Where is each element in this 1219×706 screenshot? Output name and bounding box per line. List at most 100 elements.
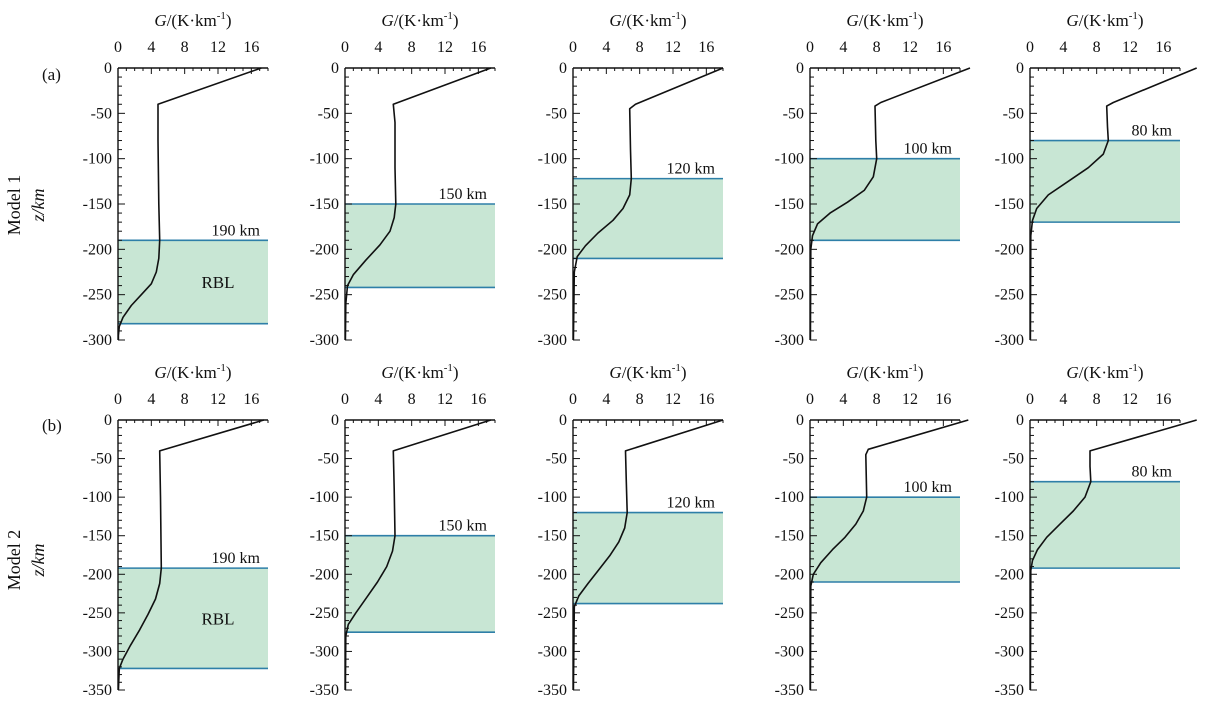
- x-axis-title-r1c4: G/(K·km-1): [846, 10, 923, 30]
- x-tick-label-r2c5: 12: [1122, 391, 1138, 408]
- gradient-curve-r2c3: [572, 419, 724, 691]
- y-tick-label-r1c1: -300: [83, 332, 112, 349]
- x-tick-label-r1c4: 8: [873, 39, 881, 56]
- y-tick-label-r2c3: -250: [538, 605, 567, 622]
- model-2-label: Model 2: [4, 530, 24, 591]
- axis-title-superscript: -1: [1129, 10, 1138, 22]
- y-tick-label-r2c4: -250: [775, 605, 804, 622]
- y-tick-label-r2c4: -350: [775, 682, 804, 699]
- axis-title-variable: G: [1066, 363, 1078, 382]
- rbl-label-r1c1: RBL: [201, 273, 234, 292]
- gradient-curve-r2c5: [1029, 419, 1197, 691]
- side-label-model-2: Model 2: [4, 530, 24, 591]
- y-tick-label-r1c2: -200: [310, 241, 339, 258]
- x-axis-title-r2c2: G/(K·km-1): [381, 362, 458, 382]
- axis-title-unit: /(K·km: [167, 11, 217, 30]
- axis-title-close: ): [453, 363, 459, 382]
- x-axis-title-r2c5: G/(K·km-1): [1066, 362, 1143, 382]
- y-tick-label-r1c4: -50: [783, 105, 804, 122]
- x-tick-label-r2c2: 16: [470, 391, 486, 408]
- x-tick-label-r1c5: 12: [1122, 39, 1138, 56]
- axis-title-variable: G: [1066, 11, 1078, 30]
- axis-title-superscript: -1: [672, 10, 681, 22]
- axes-layer: [117, 67, 1181, 691]
- axis-title-unit: /(K·km: [859, 363, 909, 382]
- y-tick-label-r1c5: -150: [995, 196, 1024, 213]
- axis-title-superscript: -1: [909, 10, 918, 22]
- y-tick-label-r2c1: -300: [83, 643, 112, 660]
- axis-title-variable: G: [609, 11, 621, 30]
- rbl-thickness-label-r1c2: 150 km: [439, 186, 488, 203]
- x-tick-label-r2c1: 12: [210, 391, 226, 408]
- x-tick-label-r2c4: 12: [902, 391, 918, 408]
- rbl-thickness-label-r1c5: 80 km: [1132, 123, 1173, 140]
- y-tick-label-r1c2: -300: [310, 332, 339, 349]
- y-tick-label-r1c5: -300: [995, 332, 1024, 349]
- x-axis-title-r2c4: G/(K·km-1): [846, 362, 923, 382]
- axis-title-variable: G: [846, 363, 858, 382]
- y-tick-label-r2c5: -250: [995, 605, 1024, 622]
- rbl-band-r1c2: [345, 204, 495, 288]
- model-1-label: Model 1: [4, 175, 24, 236]
- x-tick-label-r1c2: 12: [437, 39, 453, 56]
- x-tick-label-r1c1: 8: [181, 39, 189, 56]
- x-tick-label-r1c4: 12: [902, 39, 918, 56]
- y-tick-label-r2c3: -150: [538, 528, 567, 545]
- x-axis-title-r1c1: G/(K·km-1): [154, 10, 231, 30]
- x-tick-label-r1c3: 8: [636, 39, 644, 56]
- rbl-band-r1c4: [810, 158, 960, 241]
- rbl-thickness-label-r2c1: 190 km: [212, 550, 261, 567]
- y-tick-label-r1c2: -50: [318, 105, 339, 122]
- y-tick-label-r1c5: -50: [1003, 105, 1024, 122]
- y-tick-label-r1c1: -150: [83, 196, 112, 213]
- axis-title-variable: G: [381, 363, 393, 382]
- x-tick-label-r1c1: 16: [243, 39, 259, 56]
- y-tick-label-r1c4: 0: [796, 60, 804, 77]
- z-axis-label-row-1: z/km: [28, 189, 48, 223]
- x-tick-label-r1c1: 4: [147, 39, 155, 56]
- y-tick-label-r2c5: -50: [1003, 451, 1024, 468]
- x-tick-label-r2c4: 16: [935, 391, 951, 408]
- x-tick-label-r1c2: 0: [341, 39, 349, 56]
- y-tick-label-r2c1: -350: [83, 682, 112, 699]
- y-tick-label-r1c2: 0: [331, 60, 339, 77]
- x-axis-title-r1c2: G/(K·km-1): [381, 10, 458, 30]
- rbl-thickness-label-r2c2: 150 km: [439, 518, 488, 535]
- x-tick-label-r2c3: 4: [602, 391, 610, 408]
- y-tick-label-r1c2: -250: [310, 287, 339, 304]
- x-tick-label-r1c5: 4: [1059, 39, 1067, 56]
- x-tick-label-r1c4: 0: [806, 39, 814, 56]
- x-tick-label-r1c5: 16: [1155, 39, 1171, 56]
- row-tag-a: (a): [42, 65, 61, 84]
- x-tick-label-r2c4: 4: [839, 391, 847, 408]
- x-tick-label-r2c1: 8: [181, 391, 189, 408]
- x-tick-label-r2c5: 4: [1059, 391, 1067, 408]
- gradient-curve-r1c4: [809, 67, 971, 341]
- axis-title-variable: G: [381, 11, 393, 30]
- side-label-z-2: z/km: [28, 544, 48, 578]
- axis-title-superscript: -1: [909, 362, 918, 374]
- y-tick-label-r2c2: -200: [310, 566, 339, 583]
- x-tick-label-r2c1: 4: [147, 391, 155, 408]
- y-tick-label-r1c5: -200: [995, 241, 1024, 258]
- y-tick-label-r1c2: -150: [310, 196, 339, 213]
- y-tick-label-r2c4: -300: [775, 643, 804, 660]
- y-tick-label-r2c2: 0: [331, 412, 339, 429]
- rbl-band-r1c5: [1030, 140, 1180, 223]
- axis-title-superscript: -1: [444, 10, 453, 22]
- x-tick-label-r2c3: 12: [665, 391, 681, 408]
- y-tick-label-r2c5: -350: [995, 682, 1024, 699]
- rbl-thickness-label-r2c3: 120 km: [667, 495, 716, 512]
- x-tick-label-r2c1: 0: [114, 391, 122, 408]
- x-tick-label-r1c1: 12: [210, 39, 226, 56]
- side-label-model-1: Model 1: [4, 175, 24, 236]
- y-tick-label-r1c3: -150: [538, 196, 567, 213]
- x-axis-title-r2c3: G/(K·km-1): [609, 362, 686, 382]
- axis-title-close: ): [1138, 11, 1144, 30]
- y-tick-label-r1c1: 0: [104, 60, 112, 77]
- y-tick-label-r1c5: -100: [995, 151, 1024, 168]
- y-tick-label-r2c1: -50: [91, 451, 112, 468]
- y-tick-label-r2c4: -100: [775, 489, 804, 506]
- gradient-curve-r2c2: [344, 419, 492, 691]
